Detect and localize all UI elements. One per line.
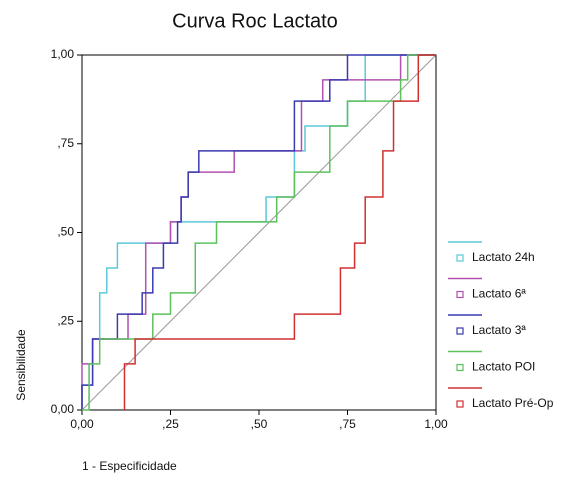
legend-marker [456, 327, 464, 335]
x-tick-label: ,50 [251, 417, 268, 431]
legend-marker [456, 400, 464, 408]
y-tick-label: ,50 [57, 225, 74, 239]
roc-line [123, 54, 436, 410]
y-tick-label: 0,00 [51, 402, 75, 416]
legend-label: Lactato POI [472, 360, 535, 374]
x-tick-label: 0,00 [70, 417, 94, 431]
legend-label: Lactato Pré-Op [472, 396, 554, 410]
legend-marker [456, 290, 464, 299]
y-tick-label: ,75 [57, 136, 74, 150]
legend-label: Lactato 3ª [472, 323, 526, 337]
roc-line [82, 54, 436, 411]
legend-marker [456, 363, 464, 372]
y-tick-label: 1,00 [51, 47, 75, 61]
legend-label: Lactato 24h [472, 250, 535, 264]
reference-diagonal [81, 54, 437, 411]
legend-marker [456, 254, 464, 262]
x-tick-label: ,25 [162, 417, 179, 431]
x-tick-label: 1,00 [424, 417, 448, 431]
y-axis-label: Sensibilidade [14, 329, 28, 401]
roc-line [81, 54, 436, 410]
x-tick-label: ,75 [339, 417, 356, 431]
legend-label: Lactato 6ª [472, 287, 526, 301]
y-tick-label: ,25 [57, 313, 74, 327]
x-axis-label: 1 - Especificidade [82, 459, 177, 473]
chart-title: Curva Roc Lactato [172, 10, 338, 32]
